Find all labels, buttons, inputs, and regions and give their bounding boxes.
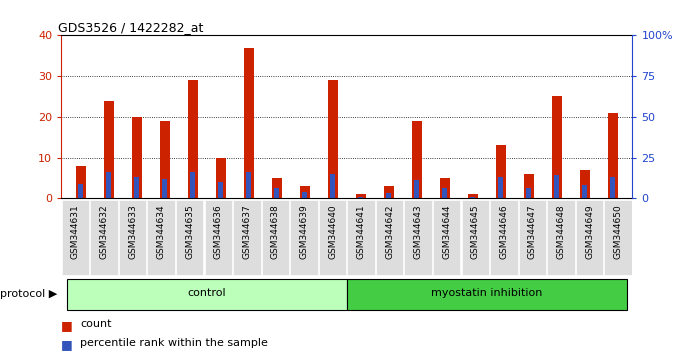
Text: GSM344650: GSM344650: [613, 205, 623, 259]
Bar: [134, 177, 139, 198]
Bar: [62, 200, 89, 275]
Text: GSM344647: GSM344647: [528, 205, 537, 259]
Bar: [386, 193, 391, 198]
Bar: [176, 200, 203, 275]
Bar: [524, 174, 534, 198]
Text: GSM344635: GSM344635: [185, 205, 194, 259]
Text: myostatin inhibition: myostatin inhibition: [431, 288, 543, 298]
Bar: [496, 145, 506, 198]
Text: protocol ▶: protocol ▶: [0, 289, 57, 299]
Bar: [233, 200, 260, 275]
Bar: [442, 188, 447, 198]
Bar: [610, 177, 615, 198]
Text: GSM344646: GSM344646: [499, 205, 509, 259]
Text: ■: ■: [61, 338, 73, 351]
Bar: [498, 177, 503, 198]
Bar: [347, 200, 375, 275]
Text: GSM344643: GSM344643: [413, 205, 423, 259]
Bar: [319, 200, 346, 275]
Bar: [490, 200, 517, 275]
Text: percentile rank within the sample: percentile rank within the sample: [80, 338, 268, 348]
Text: GSM344638: GSM344638: [271, 205, 280, 259]
Text: GSM344640: GSM344640: [328, 205, 337, 259]
Bar: [384, 186, 394, 198]
Bar: [132, 117, 141, 198]
Bar: [272, 178, 282, 198]
Bar: [76, 166, 86, 198]
Bar: [356, 194, 366, 198]
Bar: [554, 176, 560, 198]
Bar: [468, 194, 477, 198]
Bar: [405, 200, 432, 275]
Text: GSM344637: GSM344637: [242, 205, 252, 259]
Bar: [358, 196, 363, 198]
Bar: [218, 182, 223, 198]
Text: GSM344648: GSM344648: [556, 205, 566, 259]
Bar: [300, 186, 309, 198]
Bar: [412, 121, 422, 198]
Bar: [163, 179, 167, 198]
Bar: [433, 200, 460, 275]
Bar: [274, 188, 279, 198]
Text: GSM344639: GSM344639: [299, 205, 309, 259]
Bar: [106, 172, 112, 198]
Bar: [330, 174, 335, 198]
Bar: [582, 185, 588, 198]
Bar: [262, 200, 289, 275]
Bar: [246, 172, 252, 198]
Bar: [519, 200, 546, 275]
Bar: [462, 200, 489, 275]
Bar: [190, 172, 195, 198]
Text: GSM344649: GSM344649: [585, 205, 594, 259]
Bar: [414, 180, 420, 198]
Text: GSM344633: GSM344633: [128, 205, 137, 259]
Bar: [104, 101, 114, 198]
Text: GSM344631: GSM344631: [71, 205, 80, 259]
Bar: [290, 200, 318, 275]
Bar: [160, 121, 170, 198]
Text: count: count: [80, 319, 112, 329]
Bar: [547, 200, 575, 275]
Bar: [580, 170, 590, 198]
Text: ■: ■: [61, 319, 73, 332]
Bar: [78, 184, 84, 198]
Bar: [471, 196, 475, 198]
Text: GSM344642: GSM344642: [385, 205, 394, 259]
Text: GSM344645: GSM344645: [471, 205, 480, 259]
Text: GSM344634: GSM344634: [156, 205, 166, 259]
Bar: [188, 80, 198, 198]
Bar: [216, 158, 226, 198]
Bar: [303, 192, 307, 198]
Bar: [608, 113, 617, 198]
Text: GSM344644: GSM344644: [442, 205, 452, 259]
Bar: [526, 188, 531, 198]
Bar: [90, 200, 118, 275]
Bar: [205, 200, 232, 275]
Bar: [552, 96, 562, 198]
Text: GSM344632: GSM344632: [99, 205, 109, 259]
Bar: [328, 80, 338, 198]
Bar: [605, 200, 632, 275]
Bar: [347, 279, 627, 310]
Text: GDS3526 / 1422282_at: GDS3526 / 1422282_at: [58, 21, 204, 34]
Bar: [376, 200, 403, 275]
Text: GSM344636: GSM344636: [214, 205, 223, 259]
Bar: [244, 47, 254, 198]
Bar: [67, 279, 347, 310]
Bar: [576, 200, 603, 275]
Text: GSM344641: GSM344641: [356, 205, 366, 259]
Bar: [119, 200, 146, 275]
Bar: [440, 178, 449, 198]
Bar: [148, 200, 175, 275]
Text: control: control: [188, 288, 226, 298]
